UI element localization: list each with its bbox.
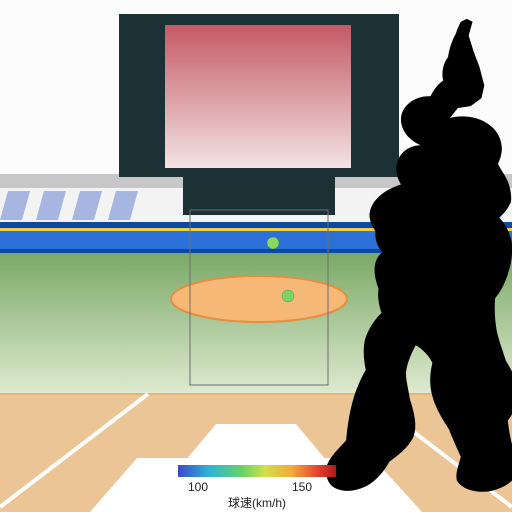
speed-legend-bar (178, 465, 336, 477)
speed-legend-tick: 150 (292, 480, 312, 494)
pitch-marker (267, 237, 279, 249)
pitch-marker (282, 290, 294, 302)
speed-legend-tick: 100 (188, 480, 208, 494)
pitchers-mound (171, 276, 347, 322)
scoreboard-neck (183, 177, 335, 215)
scoreboard-screen (165, 25, 351, 168)
pitch-location-diagram: 100 150 球速(km/h) (0, 0, 512, 512)
speed-legend-label: 球速(km/h) (228, 496, 286, 510)
